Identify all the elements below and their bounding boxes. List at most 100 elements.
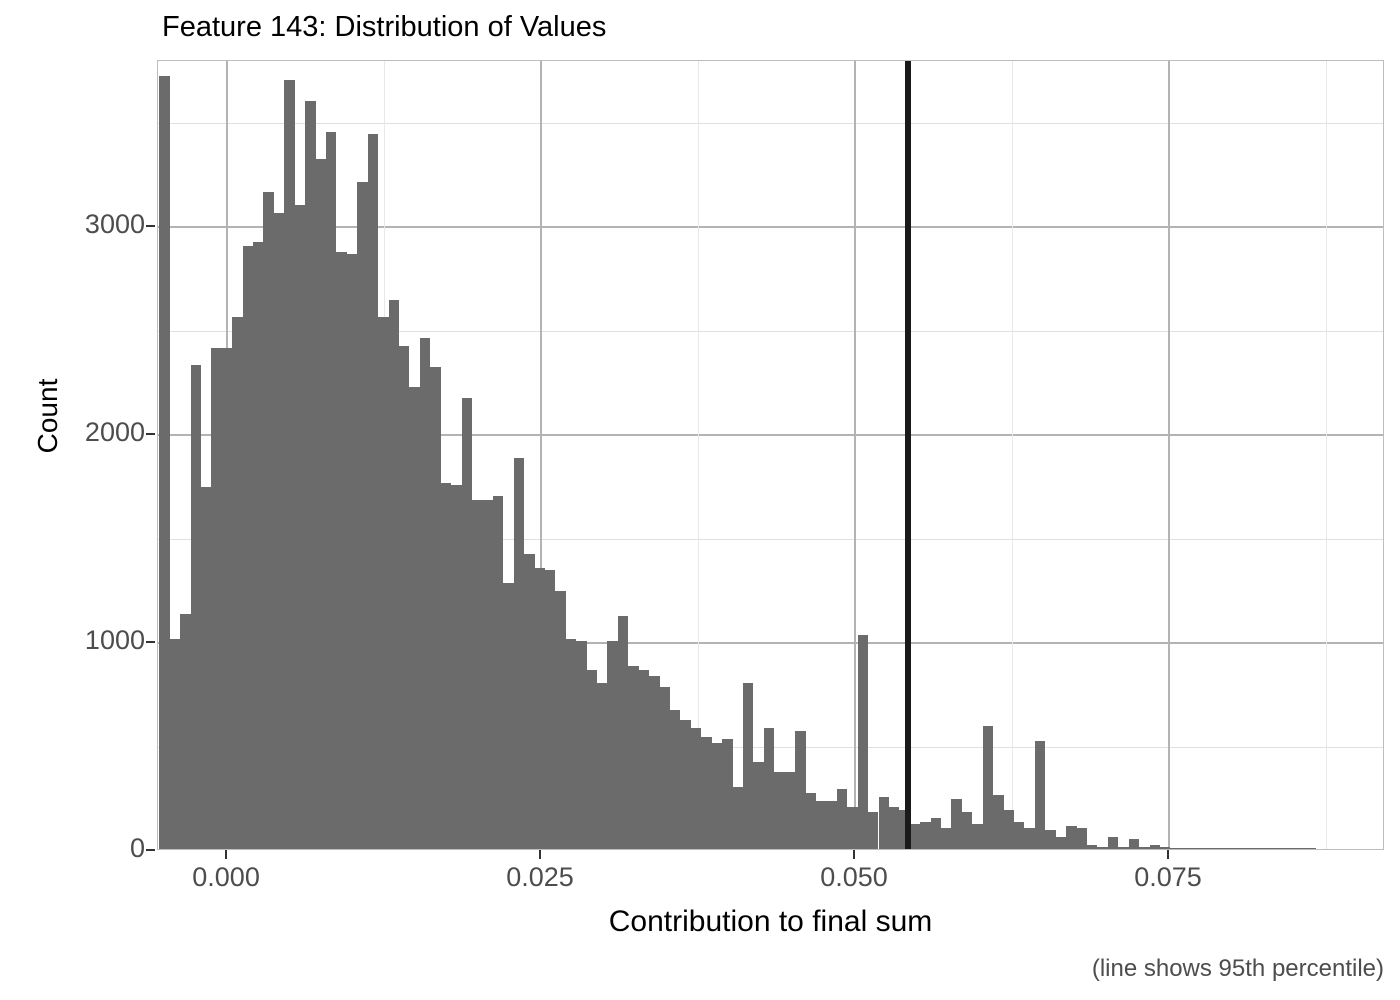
y-tick-mark xyxy=(146,433,155,436)
histogram-bar xyxy=(1034,740,1046,849)
histogram-bar xyxy=(482,499,493,849)
histogram-bar xyxy=(909,824,921,849)
y-tick-mark xyxy=(146,225,155,228)
histogram-bar xyxy=(544,570,556,849)
histogram-bar xyxy=(920,821,931,849)
histogram-bar xyxy=(1107,836,1119,849)
histogram-bar xyxy=(857,634,869,849)
histogram-bar xyxy=(1118,846,1129,849)
histogram-bar xyxy=(1180,847,1192,849)
histogram-bar xyxy=(1003,809,1014,849)
histogram-bar xyxy=(826,801,837,849)
histogram-bar xyxy=(492,495,504,849)
histogram-bar xyxy=(1253,847,1265,849)
histogram-bar xyxy=(211,347,222,849)
histogram-bar xyxy=(1045,830,1056,849)
histogram-bar xyxy=(534,568,545,849)
histogram-bar xyxy=(159,75,170,849)
histogram-bar xyxy=(951,799,962,849)
histogram-bar xyxy=(1086,844,1098,849)
histogram-bar xyxy=(607,641,618,849)
y-tick-label: 0 xyxy=(129,833,145,863)
histogram-bar xyxy=(294,204,306,849)
histogram-bar xyxy=(336,252,347,849)
histogram-bar xyxy=(1024,828,1035,849)
gridline-major-y xyxy=(158,642,1383,645)
histogram-bar xyxy=(242,246,254,849)
histogram-bar xyxy=(670,709,681,849)
histogram-bar xyxy=(357,181,368,849)
histogram-bar xyxy=(399,345,410,849)
histogram-bar xyxy=(847,807,858,849)
x-tick-mark xyxy=(225,850,228,859)
x-axis-title: Contribution to final sum xyxy=(608,905,933,938)
histogram-bar xyxy=(305,100,316,849)
histogram-bar xyxy=(690,728,702,849)
chart-caption: (line shows 95th percentile) xyxy=(1091,955,1384,982)
histogram-bar xyxy=(982,726,994,849)
histogram-bar xyxy=(888,807,900,849)
histogram-bar xyxy=(555,591,566,849)
histogram-bars xyxy=(158,61,1383,849)
histogram-bar xyxy=(711,742,723,849)
x-tick-label: 0.050 xyxy=(820,862,888,892)
gridline-minor-x xyxy=(698,61,700,849)
histogram-bar xyxy=(795,730,806,849)
histogram-bar xyxy=(930,817,942,849)
histogram-bar xyxy=(263,192,274,849)
histogram-bar xyxy=(1170,847,1181,849)
histogram-bar xyxy=(628,666,639,849)
chart-title: Feature 143: Distribution of Values xyxy=(162,11,607,43)
histogram-bar xyxy=(868,811,879,849)
histogram-bar xyxy=(1097,846,1108,849)
histogram-bar xyxy=(1243,847,1254,849)
histogram-bar xyxy=(1295,847,1306,849)
x-axis-ticks: 0.000 0.025 0.050 0.075 xyxy=(157,850,1384,910)
histogram-bar xyxy=(1014,821,1025,849)
histogram-bar xyxy=(1128,838,1140,849)
histogram-bar xyxy=(899,809,910,849)
histogram-bar xyxy=(784,772,796,849)
histogram-bar xyxy=(513,458,525,849)
histogram-bar xyxy=(430,366,441,849)
histogram-bar xyxy=(638,670,650,849)
gridline-minor-x xyxy=(1325,61,1327,849)
histogram-bar xyxy=(346,254,358,849)
histogram-bar xyxy=(836,788,848,849)
y-tick-label: 3000 xyxy=(84,209,145,240)
histogram-bar xyxy=(1201,847,1213,849)
histogram-bar xyxy=(1222,847,1233,849)
histogram-bar xyxy=(273,212,285,849)
y-tick-mark xyxy=(146,849,155,851)
histogram-bar xyxy=(815,801,827,849)
histogram-bar xyxy=(565,639,577,849)
histogram-bar xyxy=(367,133,379,849)
histogram-bar xyxy=(701,736,712,849)
histogram-bar xyxy=(961,811,973,849)
histogram-bar xyxy=(471,499,483,849)
histogram-bar xyxy=(451,485,462,849)
histogram-bar xyxy=(763,728,775,849)
histogram-bar xyxy=(200,487,212,849)
histogram-bar xyxy=(1191,847,1202,849)
histogram-bar xyxy=(190,364,201,849)
histogram-bar xyxy=(732,786,743,849)
histogram-bar xyxy=(774,772,785,849)
histogram-bar xyxy=(284,79,295,849)
histogram-bar xyxy=(315,158,327,849)
histogram-bar xyxy=(1066,826,1077,849)
gridline-major-x xyxy=(540,61,543,849)
histogram-bar xyxy=(440,483,452,849)
x-tick-mark xyxy=(1166,850,1169,859)
x-tick-mark xyxy=(539,850,542,859)
histogram-bar xyxy=(1305,847,1317,849)
histogram-bar xyxy=(232,316,243,849)
histogram-bar xyxy=(659,686,671,849)
histogram-bar xyxy=(722,738,733,849)
histogram-bar xyxy=(1076,828,1087,849)
x-tick-label: 0.075 xyxy=(1134,862,1202,892)
gridline-major-x xyxy=(1167,61,1170,849)
gridline-minor-y xyxy=(158,331,1383,333)
histogram-bar xyxy=(524,553,535,849)
